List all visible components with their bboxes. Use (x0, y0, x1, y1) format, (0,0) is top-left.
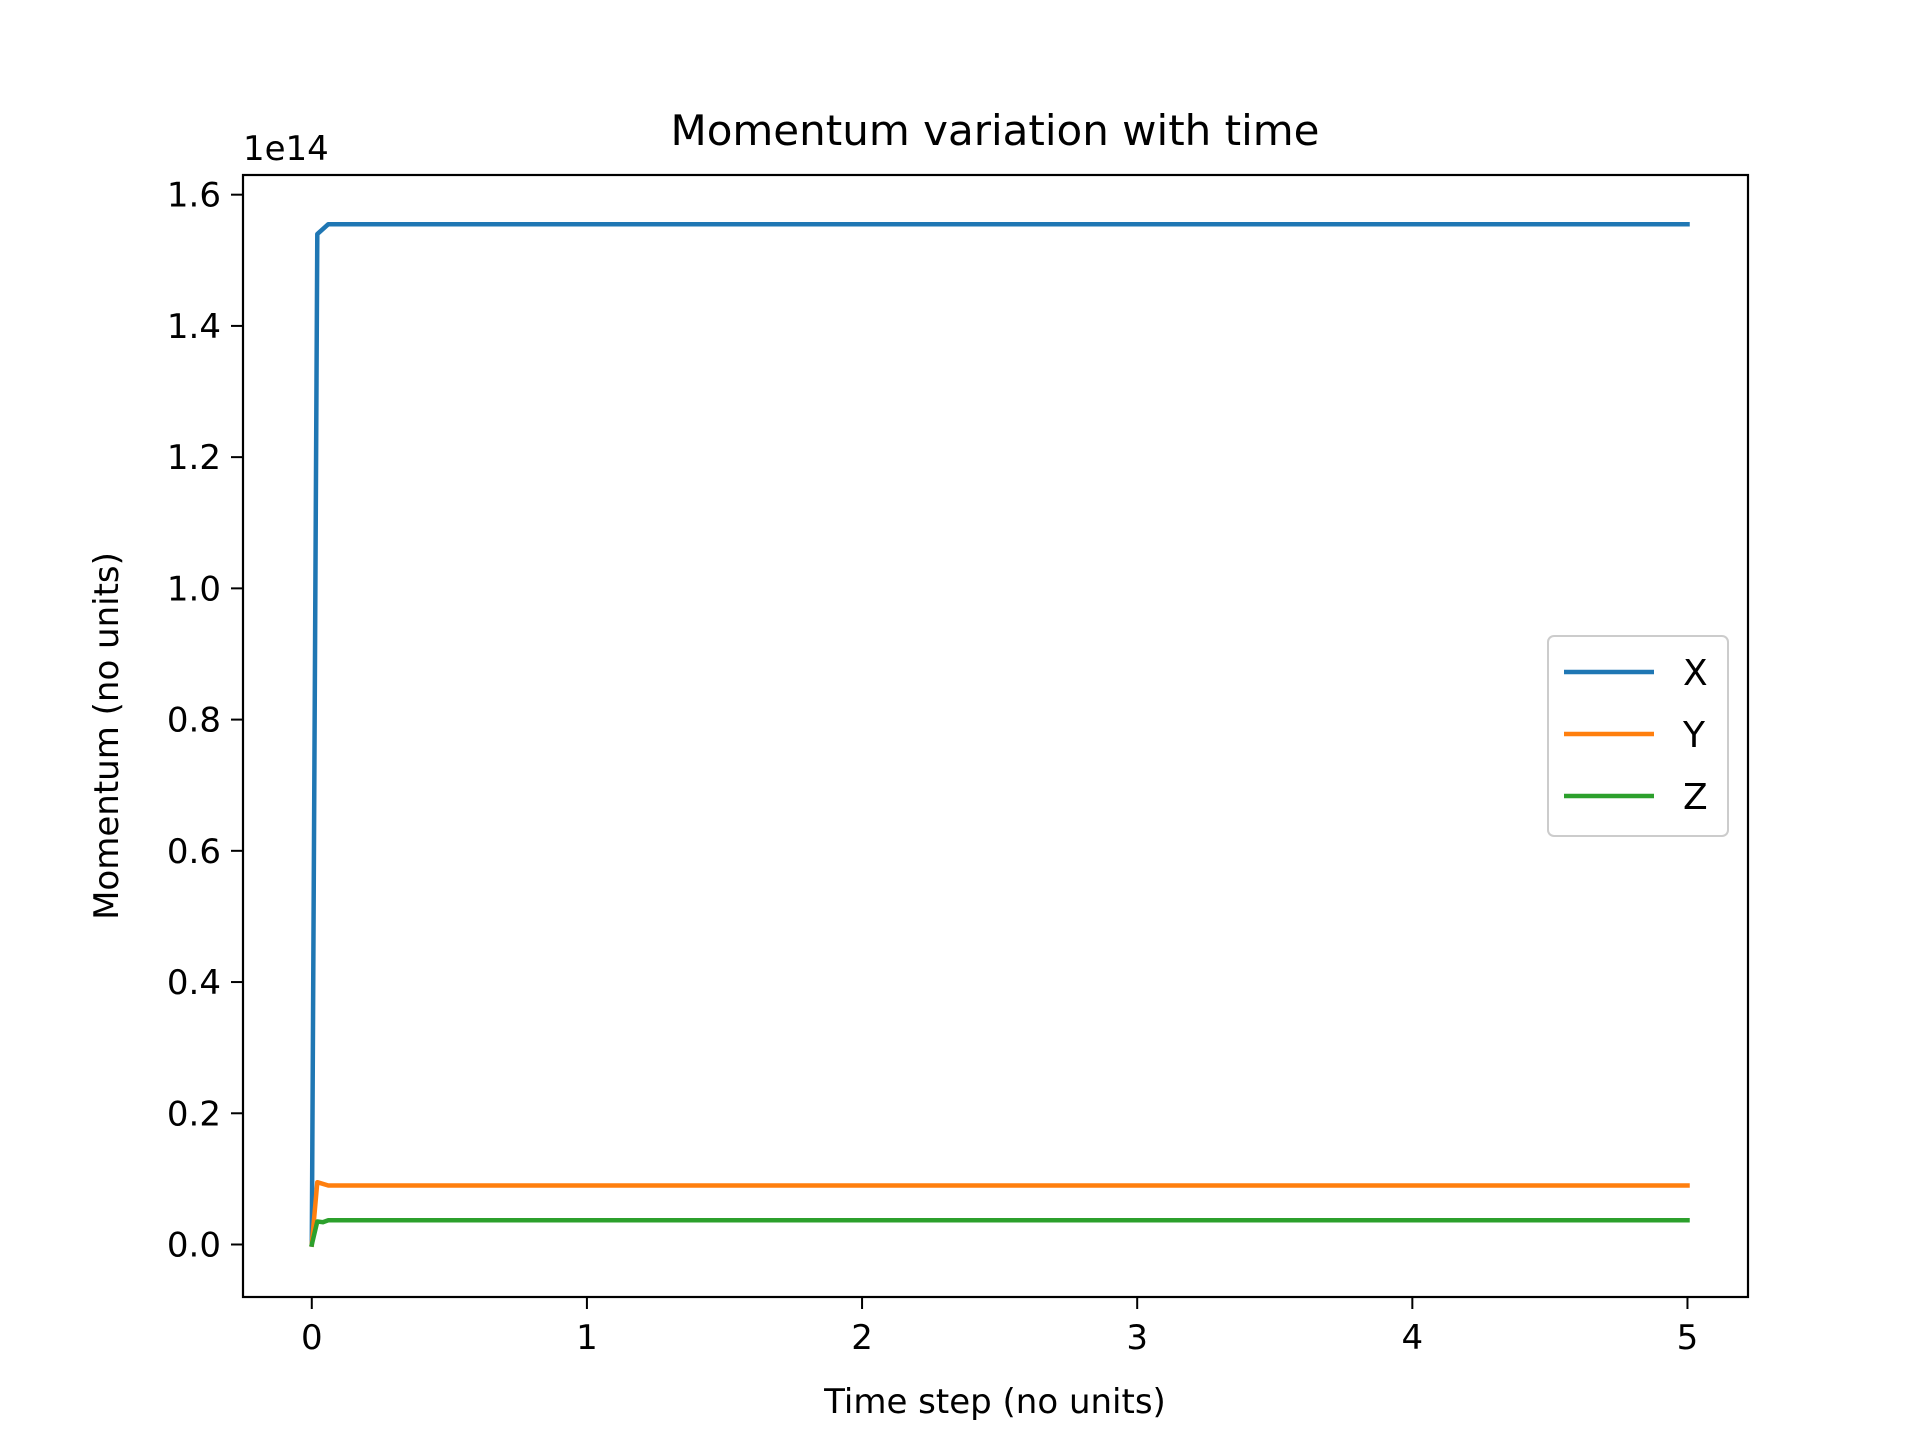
y-tick-label: 1.4 (167, 307, 221, 347)
y-axis-ticks: 0.0 0.2 0.4 0.6 0.8 1.0 1.2 1.4 1.6 (167, 176, 243, 1266)
chart-title: Momentum variation with time (670, 106, 1319, 155)
series-lines (309, 221, 1690, 1248)
y-tick-label: 0.6 (167, 832, 221, 872)
y-tick-label: 1.0 (167, 569, 221, 609)
x-tick-label: 1 (576, 1318, 598, 1358)
legend-label-x: X (1683, 653, 1708, 694)
x-tick-label: 2 (851, 1318, 873, 1358)
y-tick-label: 1.2 (167, 438, 221, 478)
y-tick-label: 0.8 (167, 701, 221, 741)
x-tick-label: 3 (1126, 1318, 1148, 1358)
series-line-y (309, 1179, 1690, 1247)
y-tick-label: 0.0 (167, 1226, 221, 1266)
y-tick-label: 0.2 (167, 1094, 221, 1134)
y-axis-label: Momentum (no units) (87, 552, 127, 920)
series-line-x (309, 221, 1690, 1247)
x-axis-ticks: 0 1 2 3 4 5 (301, 1297, 1698, 1358)
y-tick-label: 1.6 (167, 176, 221, 216)
x-axis-label: Time step (no units) (823, 1382, 1166, 1422)
legend-label-z: Z (1683, 777, 1708, 818)
legend: XYZ (1547, 635, 1729, 837)
y-offset-label: 1e14 (243, 129, 329, 169)
x-tick-label: 0 (301, 1318, 323, 1358)
x-tick-label: 4 (1402, 1318, 1424, 1358)
y-tick-label: 0.4 (167, 963, 221, 1003)
series-line-z (309, 1217, 1690, 1248)
x-tick-label: 5 (1677, 1318, 1699, 1358)
axes-frame (241, 173, 1750, 1299)
legend-label-y: Y (1682, 715, 1706, 756)
